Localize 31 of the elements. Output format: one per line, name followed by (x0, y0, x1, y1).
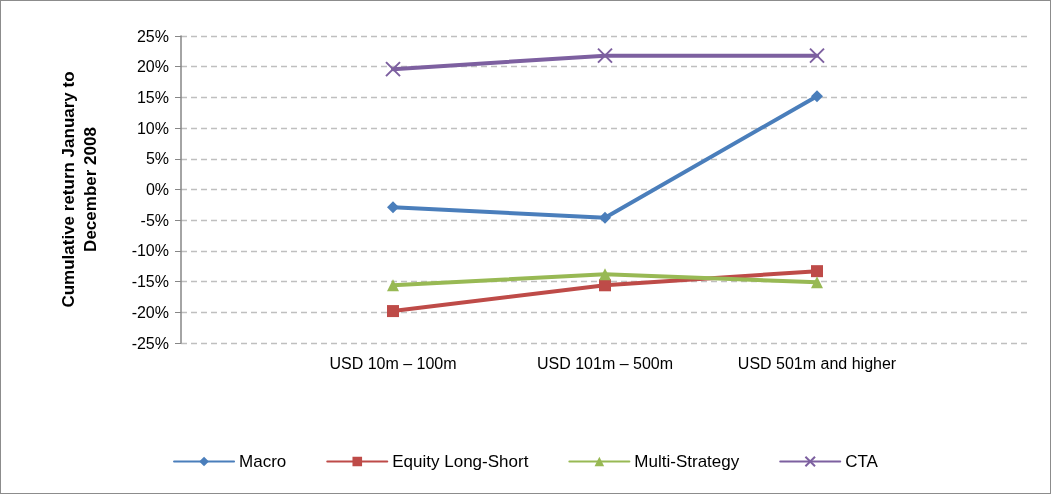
y-tick-label: -10% (131, 242, 169, 260)
point (387, 201, 399, 214)
legend-label: Multi-Strategy (634, 452, 740, 471)
legend-label: CTA (845, 452, 879, 471)
x-tick-label: USD 10m – 100m (329, 354, 457, 372)
y-tick-label: 0% (145, 181, 169, 198)
legend-label: Equity Long-Short (392, 452, 529, 471)
y-tick-label: -20% (131, 303, 169, 321)
point (385, 61, 401, 78)
y-tick-label: 5% (145, 150, 169, 168)
point (387, 279, 399, 292)
point (811, 276, 823, 289)
point (597, 47, 613, 64)
y-tick-label: 15% (136, 88, 169, 106)
point (387, 305, 399, 318)
legend-label: Macro (239, 452, 287, 471)
y-tick-label: 20% (136, 58, 169, 76)
point (599, 268, 611, 281)
y-tick-label: 10% (136, 119, 169, 137)
x-tick-label: USD 501m and higher (737, 354, 897, 372)
x-tick-label: USD 101m – 500m (536, 354, 674, 372)
y-tick-label: -25% (131, 334, 169, 352)
point (809, 47, 825, 64)
point (811, 265, 823, 278)
point (811, 90, 823, 103)
y-axis-title: Cumulative return January to December 2008 (58, 71, 100, 308)
y-tick-label: 25% (136, 27, 169, 45)
point (599, 279, 611, 292)
point (599, 211, 611, 224)
y-tick-label: -15% (131, 273, 169, 291)
y-tick-label: -5% (140, 211, 169, 229)
